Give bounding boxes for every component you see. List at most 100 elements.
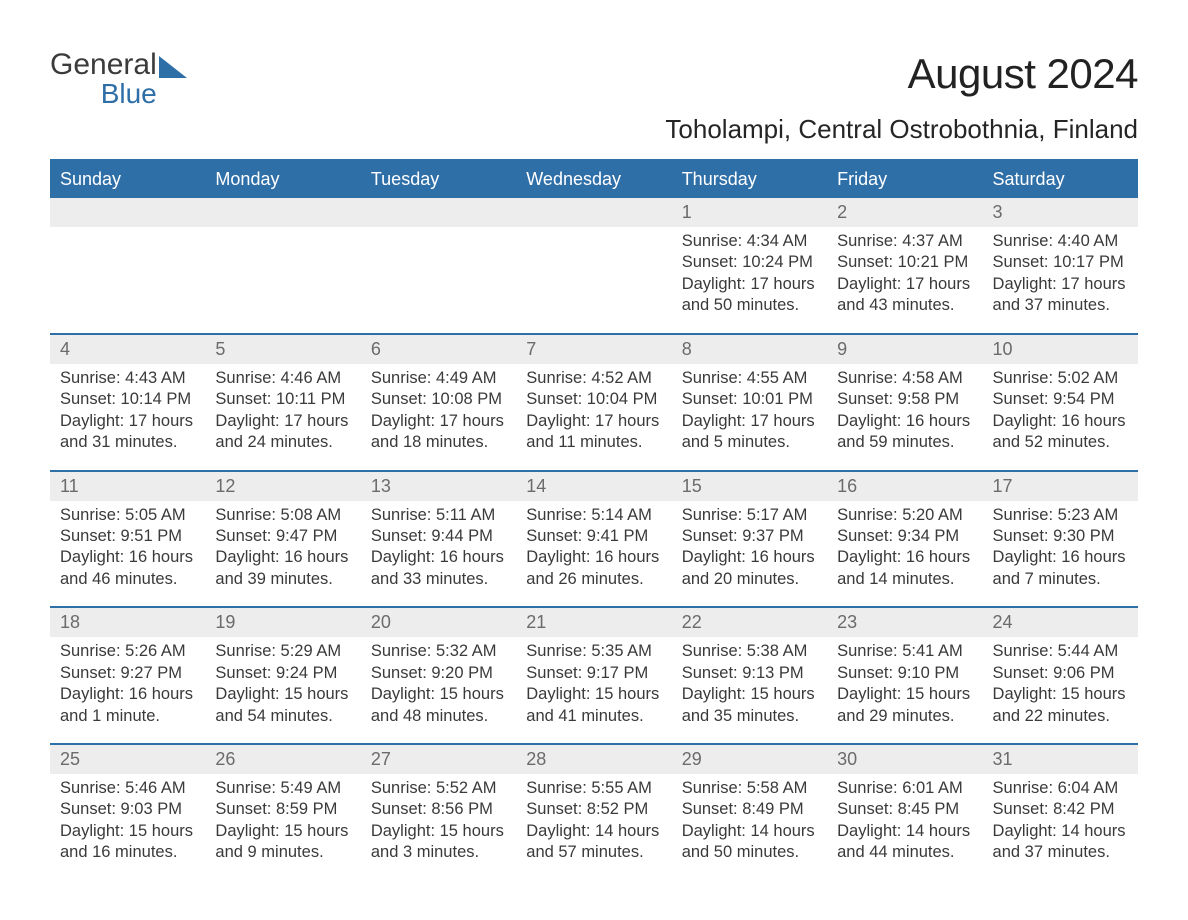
day-info-cell: Sunrise: 5:08 AMSunset: 9:47 PMDaylight:… — [205, 501, 360, 595]
day-info-cell: Sunrise: 5:14 AMSunset: 9:41 PMDaylight:… — [516, 501, 671, 595]
day-info-cell: Sunrise: 4:52 AMSunset: 10:04 PMDaylight… — [516, 364, 671, 458]
day-number: 16 — [827, 472, 982, 501]
day-number: 8 — [672, 335, 827, 364]
day-number: 6 — [361, 335, 516, 364]
day-number: 4 — [50, 335, 205, 364]
sunset-text: Sunset: 8:52 PM — [526, 799, 661, 820]
daylight-text: Daylight: 16 hours and 33 minutes. — [371, 547, 506, 590]
logo-triangle-icon — [159, 56, 187, 78]
sunset-text: Sunset: 8:56 PM — [371, 799, 506, 820]
sunrise-text: Sunrise: 5:02 AM — [993, 368, 1128, 389]
sunset-text: Sunset: 9:10 PM — [837, 663, 972, 684]
sunset-text: Sunset: 9:44 PM — [371, 526, 506, 547]
sunrise-text: Sunrise: 4:34 AM — [682, 231, 817, 252]
sunset-text: Sunset: 10:17 PM — [993, 252, 1128, 273]
sunrise-text: Sunrise: 4:49 AM — [371, 368, 506, 389]
sunset-text: Sunset: 9:41 PM — [526, 526, 661, 547]
sunset-text: Sunset: 8:42 PM — [993, 799, 1128, 820]
sunset-text: Sunset: 10:08 PM — [371, 389, 506, 410]
day-info-cell — [361, 227, 516, 321]
sunrise-text: Sunrise: 5:41 AM — [837, 641, 972, 662]
day-number — [205, 198, 360, 227]
day-number: 24 — [983, 608, 1138, 637]
sunrise-text: Sunrise: 5:17 AM — [682, 505, 817, 526]
sunset-text: Sunset: 9:30 PM — [993, 526, 1128, 547]
dow-saturday: Saturday — [983, 161, 1138, 198]
daylight-text: Daylight: 16 hours and 39 minutes. — [215, 547, 350, 590]
sunrise-text: Sunrise: 5:29 AM — [215, 641, 350, 662]
day-info-row: Sunrise: 5:05 AMSunset: 9:51 PMDaylight:… — [50, 501, 1138, 607]
sunset-text: Sunset: 9:17 PM — [526, 663, 661, 684]
daylight-text: Daylight: 17 hours and 11 minutes. — [526, 411, 661, 454]
sunset-text: Sunset: 10:21 PM — [837, 252, 972, 273]
day-of-week-header: Sunday Monday Tuesday Wednesday Thursday… — [50, 161, 1138, 198]
sunrise-text: Sunrise: 5:05 AM — [60, 505, 195, 526]
day-info-row: Sunrise: 4:43 AMSunset: 10:14 PMDaylight… — [50, 364, 1138, 470]
day-info-cell: Sunrise: 5:11 AMSunset: 9:44 PMDaylight:… — [361, 501, 516, 595]
sunset-text: Sunset: 9:20 PM — [371, 663, 506, 684]
day-info-cell: Sunrise: 6:04 AMSunset: 8:42 PMDaylight:… — [983, 774, 1138, 868]
day-info-cell: Sunrise: 4:49 AMSunset: 10:08 PMDaylight… — [361, 364, 516, 458]
sunrise-text: Sunrise: 5:38 AM — [682, 641, 817, 662]
day-info-cell: Sunrise: 5:20 AMSunset: 9:34 PMDaylight:… — [827, 501, 982, 595]
day-info-cell: Sunrise: 4:43 AMSunset: 10:14 PMDaylight… — [50, 364, 205, 458]
day-info-cell: Sunrise: 4:55 AMSunset: 10:01 PMDaylight… — [672, 364, 827, 458]
day-number: 5 — [205, 335, 360, 364]
daylight-text: Daylight: 14 hours and 44 minutes. — [837, 821, 972, 864]
day-info-cell: Sunrise: 4:58 AMSunset: 9:58 PMDaylight:… — [827, 364, 982, 458]
daylight-text: Daylight: 16 hours and 26 minutes. — [526, 547, 661, 590]
daylight-text: Daylight: 15 hours and 16 minutes. — [60, 821, 195, 864]
daylight-text: Daylight: 17 hours and 18 minutes. — [371, 411, 506, 454]
sunrise-text: Sunrise: 6:04 AM — [993, 778, 1128, 799]
day-number — [361, 198, 516, 227]
sunrise-text: Sunrise: 4:55 AM — [682, 368, 817, 389]
day-info-cell — [516, 227, 671, 321]
day-number: 10 — [983, 335, 1138, 364]
sunrise-text: Sunrise: 5:35 AM — [526, 641, 661, 662]
daylight-text: Daylight: 14 hours and 37 minutes. — [993, 821, 1128, 864]
sunrise-text: Sunrise: 5:46 AM — [60, 778, 195, 799]
day-number: 30 — [827, 745, 982, 774]
sunrise-text: Sunrise: 5:26 AM — [60, 641, 195, 662]
sunset-text: Sunset: 10:24 PM — [682, 252, 817, 273]
day-info-row: Sunrise: 5:46 AMSunset: 9:03 PMDaylight:… — [50, 774, 1138, 880]
day-number: 31 — [983, 745, 1138, 774]
daylight-text: Daylight: 16 hours and 7 minutes. — [993, 547, 1128, 590]
day-info-cell: Sunrise: 5:05 AMSunset: 9:51 PMDaylight:… — [50, 501, 205, 595]
dow-tuesday: Tuesday — [361, 161, 516, 198]
dow-friday: Friday — [827, 161, 982, 198]
day-info-cell: Sunrise: 6:01 AMSunset: 8:45 PMDaylight:… — [827, 774, 982, 868]
day-number: 14 — [516, 472, 671, 501]
daylight-text: Daylight: 15 hours and 54 minutes. — [215, 684, 350, 727]
day-info-cell: Sunrise: 5:55 AMSunset: 8:52 PMDaylight:… — [516, 774, 671, 868]
sunrise-text: Sunrise: 5:14 AM — [526, 505, 661, 526]
sunrise-text: Sunrise: 5:49 AM — [215, 778, 350, 799]
day-number: 3 — [983, 198, 1138, 227]
day-info-cell: Sunrise: 5:58 AMSunset: 8:49 PMDaylight:… — [672, 774, 827, 868]
day-number: 22 — [672, 608, 827, 637]
day-number: 23 — [827, 608, 982, 637]
daylight-text: Daylight: 15 hours and 29 minutes. — [837, 684, 972, 727]
sunrise-text: Sunrise: 5:44 AM — [993, 641, 1128, 662]
sunset-text: Sunset: 9:58 PM — [837, 389, 972, 410]
day-number: 19 — [205, 608, 360, 637]
sunset-text: Sunset: 10:14 PM — [60, 389, 195, 410]
sunset-text: Sunset: 10:01 PM — [682, 389, 817, 410]
dow-sunday: Sunday — [50, 161, 205, 198]
daylight-text: Daylight: 17 hours and 37 minutes. — [993, 274, 1128, 317]
day-info-cell: Sunrise: 5:38 AMSunset: 9:13 PMDaylight:… — [672, 637, 827, 731]
calendar-page: General Blue August 2024 Toholampi, Cent… — [0, 0, 1188, 920]
logo-part1: General — [50, 48, 157, 81]
day-info-cell — [50, 227, 205, 321]
sunrise-text: Sunrise: 5:32 AM — [371, 641, 506, 662]
location-subtitle: Toholampi, Central Ostrobothnia, Finland — [50, 114, 1138, 145]
sunset-text: Sunset: 8:49 PM — [682, 799, 817, 820]
sunrise-text: Sunrise: 4:58 AM — [837, 368, 972, 389]
sunset-text: Sunset: 9:06 PM — [993, 663, 1128, 684]
day-info-cell: Sunrise: 5:49 AMSunset: 8:59 PMDaylight:… — [205, 774, 360, 868]
dow-monday: Monday — [205, 161, 360, 198]
logo: General Blue — [50, 50, 187, 108]
day-info-cell: Sunrise: 5:23 AMSunset: 9:30 PMDaylight:… — [983, 501, 1138, 595]
daylight-text: Daylight: 16 hours and 1 minute. — [60, 684, 195, 727]
day-number — [516, 198, 671, 227]
